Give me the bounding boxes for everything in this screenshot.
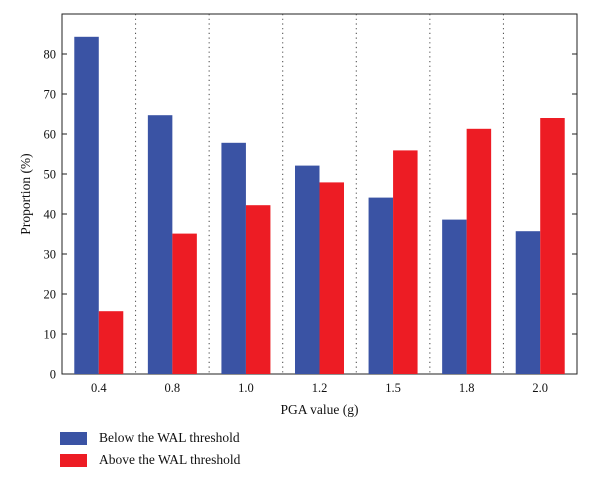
x-tick-label: 1.2 [312, 381, 328, 395]
legend-swatch-below [60, 431, 87, 445]
bar-above-1.8 [466, 128, 492, 374]
x-tick-label: 1.8 [459, 381, 475, 395]
y-tick-label: 60 [44, 128, 57, 142]
y-tick-label: 50 [44, 168, 57, 182]
y-tick-label: 0 [50, 368, 56, 382]
y-tick-label: 20 [44, 288, 57, 302]
legend-item-above: Above the WAL threshold [60, 450, 240, 470]
bar-above-0.8 [172, 233, 197, 374]
y-tick-label: 80 [44, 48, 57, 62]
bar-below-0.4 [74, 36, 99, 375]
x-tick-label: 1.0 [238, 381, 254, 395]
bar-above-0.4 [98, 311, 124, 374]
legend-label-below: Below the WAL threshold [99, 430, 240, 445]
x-tick-label: 2.0 [532, 381, 548, 395]
x-tick-label: 0.8 [165, 381, 181, 395]
bar-below-2.0 [515, 231, 541, 374]
x-tick-label: 0.4 [91, 381, 107, 395]
y-axis-label: Proportion (%) [18, 153, 33, 234]
y-tick-label: 70 [44, 88, 57, 102]
y-tick-label: 10 [44, 328, 57, 342]
y-tick-label: 40 [44, 208, 57, 222]
x-axis: 0.4 0.8 1.0 1.2 1.5 1.8 2.0 [91, 381, 548, 395]
legend: Below the WAL threshold Above the WAL th… [60, 428, 240, 472]
bar-above-1.2 [319, 182, 344, 374]
x-axis-label: PGA value (g) [281, 402, 359, 417]
bar-below-1.8 [442, 219, 467, 374]
x-tick-label: 1.5 [385, 381, 401, 395]
bar-below-1.0 [221, 142, 246, 374]
y-tick-label: 30 [44, 248, 57, 262]
legend-item-below: Below the WAL threshold [60, 428, 240, 448]
bar-above-1.5 [393, 150, 418, 374]
bar-below-1.2 [295, 165, 320, 374]
bars [74, 36, 565, 375]
y-axis: 0 10 20 30 40 50 60 70 80 [44, 48, 577, 382]
bar-above-1.0 [245, 205, 271, 374]
bar-above-2.0 [540, 118, 565, 374]
bar-below-1.5 [368, 197, 394, 374]
legend-swatch-above [60, 453, 87, 467]
bar-below-0.8 [147, 115, 173, 374]
legend-label-above: Above the WAL threshold [99, 452, 241, 467]
